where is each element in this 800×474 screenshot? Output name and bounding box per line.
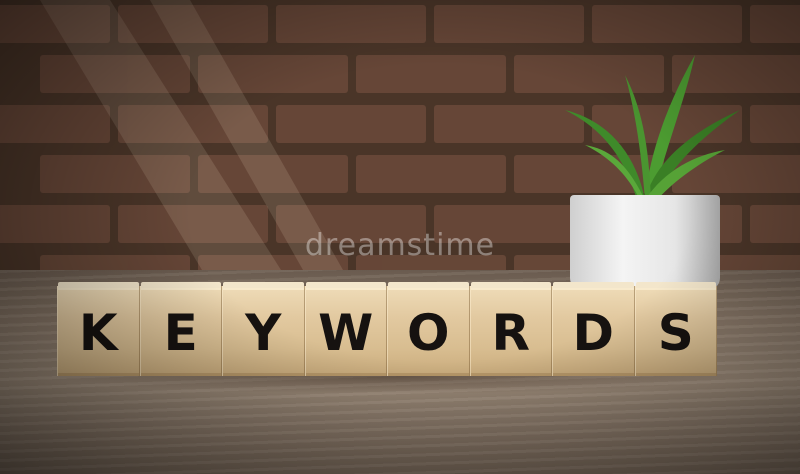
block-letter: R (491, 304, 530, 362)
block-letter: Y (245, 304, 282, 362)
block-letter: W (318, 304, 374, 362)
white-pot (570, 195, 720, 290)
letter-blocks: K E Y W O R D S (57, 282, 717, 376)
letter-block: D (552, 282, 635, 376)
letter-block: O (387, 282, 470, 376)
letter-block: S (634, 282, 717, 376)
letter-block: K (57, 282, 140, 376)
letter-block: Y (222, 282, 305, 376)
watermark-text: dreamstime (304, 228, 496, 263)
letter-block: R (469, 282, 552, 376)
block-letter: K (78, 304, 118, 362)
block-letter: D (572, 304, 614, 362)
potted-plant (545, 50, 745, 290)
letter-block: E (139, 282, 222, 376)
letter-block: W (304, 282, 387, 376)
block-letter: S (657, 304, 694, 362)
block-letter: O (406, 304, 450, 362)
block-letter: E (163, 304, 198, 362)
